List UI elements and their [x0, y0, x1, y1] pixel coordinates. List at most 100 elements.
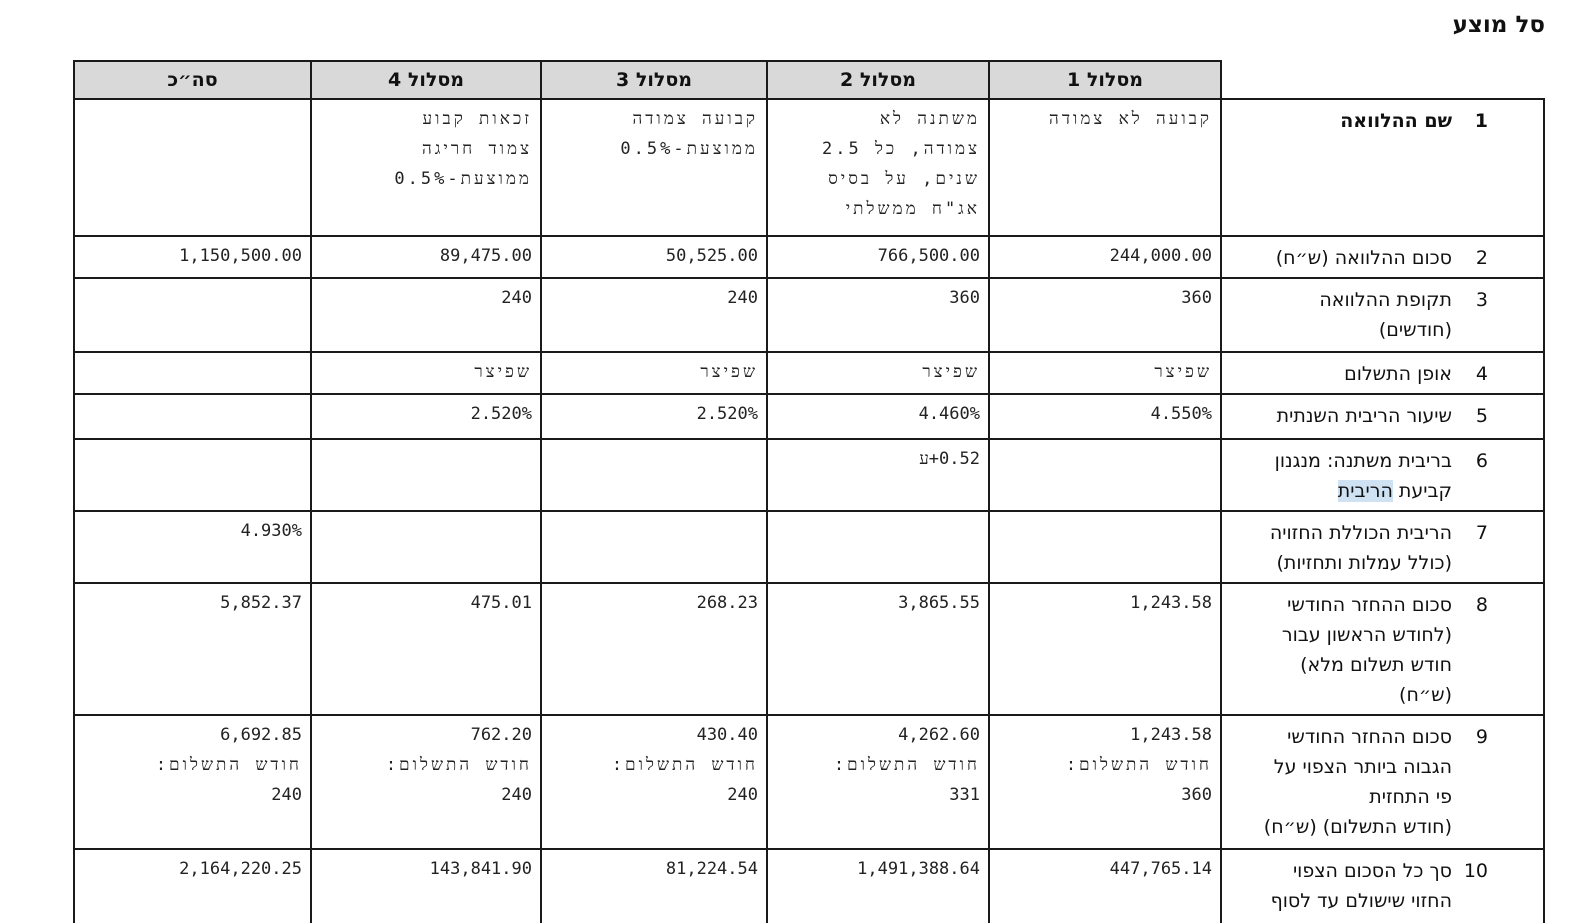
value-cell-track1: 4.550% [988, 393, 1222, 440]
value-cell-track1: קבועה לא צמודה [988, 98, 1222, 237]
value-cell-track4: זכאות קבוע צמוד חריגה ממוצעת-0.5% [310, 98, 542, 237]
value-cell-track4: 89,475.00 [310, 235, 542, 279]
value-cell-track3: 81,224.54 [540, 848, 768, 923]
value-cell-track3: 430.40 חודש התשלום: 240 [540, 714, 768, 850]
value-cell-track4: 143,841.90 [310, 848, 542, 923]
value-cell-track4: 475.01 [310, 582, 542, 716]
value-cell-track1: שפיצר [988, 351, 1222, 395]
value-cell-track1 [988, 510, 1222, 584]
row-number: 5 [1475, 405, 1488, 427]
value-cell-track1: 1,243.58 [988, 582, 1222, 716]
row-number: 8 [1475, 594, 1488, 616]
row-number: 7 [1475, 522, 1488, 544]
label-cell: 6 בריבית משתנה: מנגנון קביעת הריבית [1220, 438, 1545, 512]
row-number: 2 [1475, 247, 1488, 269]
value-cell-total [73, 438, 312, 512]
table-header-row: מסלול 1 מסלול 2 מסלול 3 מסלול 4 סה״כ [73, 60, 1544, 100]
row-label: תקופת ההלוואה (חודשים) [1319, 289, 1452, 341]
label-cell: 7 הריבית הכוללת החזויה (כולל עמלות ותחזי… [1220, 510, 1545, 584]
value-cell-total: 4.930% [73, 510, 312, 584]
value-cell-total: 5,852.37 [73, 582, 312, 716]
value-cell-track2 [766, 510, 990, 584]
row-label: סכום ההחזר החודשי (לחודש הראשון עבור חוד… [1281, 594, 1452, 706]
label-cell: 2 סכום ההלוואה (ש״ח) [1220, 235, 1545, 279]
row-label: בריבית משתנה: מנגנון קביעת הריבית [1274, 450, 1452, 502]
header-track2: מסלול 2 [766, 60, 990, 100]
value-cell-track3 [540, 438, 768, 512]
value-cell-track2: 360 [766, 277, 990, 353]
table-row-loan-name: 1 שם ההלוואה קבועה לא צמודה משתנה לא צמו… [73, 98, 1545, 237]
table-row-forecast-interest: 7 הריבית הכוללת החזויה (כולל עמלות ותחזי… [73, 510, 1545, 584]
table-row-loan-period: 3 תקופת ההלוואה (חודשים) 360 360 240 240 [73, 277, 1545, 353]
table-row-total-expected: 10 סך כל הסכום הצפוי החזוי שישולם עד לסו… [73, 848, 1545, 923]
row-label: סכום ההחזר החודשי הגבוה ביותר הצפוי על פ… [1263, 726, 1452, 838]
value-cell-total [73, 393, 312, 440]
row-number: 3 [1475, 289, 1488, 311]
row-label: הריבית הכוללת החזויה (כולל עמלות ותחזיות… [1269, 522, 1452, 574]
value-cell-track4 [310, 510, 542, 584]
value-cell-total: 1,150,500.00 [73, 235, 312, 279]
value-cell-track3 [540, 510, 768, 584]
row-label: סכום ההלוואה (ש״ח) [1275, 247, 1452, 269]
label-cell: 9 סכום ההחזר החודשי הגבוה ביותר הצפוי על… [1220, 714, 1545, 850]
value-cell-track2: 1,491,388.64 [766, 848, 990, 923]
table-row-annual-interest: 5 שיעור הריבית השנתית 4.550% 4.460% 2.52… [73, 393, 1545, 440]
value-cell-track1: 1,243.58 חודש התשלום: 360 [988, 714, 1222, 850]
value-cell-total: 6,692.85 חודש התשלום: 240 [73, 714, 312, 850]
label-cell: 1 שם ההלוואה [1220, 98, 1545, 237]
header-track4: מסלול 4 [310, 60, 542, 100]
row-number: 6 [1475, 450, 1488, 472]
label-cell: 8 סכום ההחזר החודשי (לחודש הראשון עבור ח… [1220, 582, 1545, 716]
table-row-loan-amount: 2 סכום ההלוואה (ש״ח) 244,000.00 766,500.… [73, 235, 1545, 279]
label-cell: 3 תקופת ההלוואה (חודשים) [1220, 277, 1545, 353]
value-cell-track2: 3,865.55 [766, 582, 990, 716]
value-cell-track1 [988, 438, 1222, 512]
label-cell: 4 אופן התשלום [1220, 351, 1545, 395]
row-label: שם ההלוואה [1340, 110, 1452, 132]
table-row-highest-repayment: 9 סכום ההחזר החודשי הגבוה ביותר הצפוי על… [73, 714, 1545, 850]
value-cell-track4: 240 [310, 277, 542, 353]
table-row-monthly-repayment: 8 סכום ההחזר החודשי (לחודש הראשון עבור ח… [73, 582, 1545, 716]
header-track1: מסלול 1 [988, 60, 1222, 100]
page-title: סל מוצע [1452, 12, 1545, 38]
table-row-rate-mechanism: 6 בריבית משתנה: מנגנון קביעת הריבית 0.52… [73, 438, 1545, 512]
value-cell-total [73, 351, 312, 395]
value-cell-track2: שפיצר [766, 351, 990, 395]
label-cell: 5 שיעור הריבית השנתית [1220, 393, 1545, 440]
row-number: 10 [1463, 860, 1488, 882]
row-label: אופן התשלום [1344, 363, 1452, 385]
highlighted-word: הריבית [1337, 480, 1393, 502]
value-cell-track2: 0.52+ע [766, 438, 990, 512]
value-cell-track2: 766,500.00 [766, 235, 990, 279]
row-number: 1 [1474, 110, 1488, 132]
value-cell-track4 [310, 438, 542, 512]
value-cell-track2: 4.460% [766, 393, 990, 440]
value-cell-track3: שפיצר [540, 351, 768, 395]
value-cell-track1: 244,000.00 [988, 235, 1222, 279]
row-label: סך כל הסכום הצפוי החזוי שישולם עד לסוף ת… [1260, 860, 1452, 923]
value-cell-track4: 762.20 חודש התשלום: 240 [310, 714, 542, 850]
row-number: 9 [1475, 726, 1488, 748]
label-cell: 10 סך כל הסכום הצפוי החזוי שישולם עד לסו… [1220, 848, 1545, 923]
header-empty-cell [1221, 61, 1544, 99]
value-cell-track2: משתנה לא צמודה, כל 2.5 שנים, על בסיס אג"… [766, 98, 990, 237]
row-number: 4 [1475, 363, 1488, 385]
value-cell-total: 2,164,220.25 [73, 848, 312, 923]
value-cell-track3: 268.23 [540, 582, 768, 716]
value-cell-track1: 360 [988, 277, 1222, 353]
value-cell-track3: 2.520% [540, 393, 768, 440]
loan-comparison-table: מסלול 1 מסלול 2 מסלול 3 מסלול 4 סה״כ 1 ש… [73, 60, 1545, 923]
value-cell-track4: שפיצר [310, 351, 542, 395]
table-row-payment-method: 4 אופן התשלום שפיצר שפיצר שפיצר שפיצר [73, 351, 1545, 395]
value-cell-total [73, 98, 312, 237]
value-cell-track3: קבועה צמודה ממוצעת-0.5% [540, 98, 768, 237]
value-cell-total [73, 277, 312, 353]
header-track3: מסלול 3 [540, 60, 768, 100]
row-label: שיעור הריבית השנתית [1276, 405, 1452, 427]
value-cell-track3: 240 [540, 277, 768, 353]
value-cell-track3: 50,525.00 [540, 235, 768, 279]
value-cell-track2: 4,262.60 חודש התשלום: 331 [766, 714, 990, 850]
header-total: סה״כ [73, 60, 312, 100]
value-cell-track4: 2.520% [310, 393, 542, 440]
